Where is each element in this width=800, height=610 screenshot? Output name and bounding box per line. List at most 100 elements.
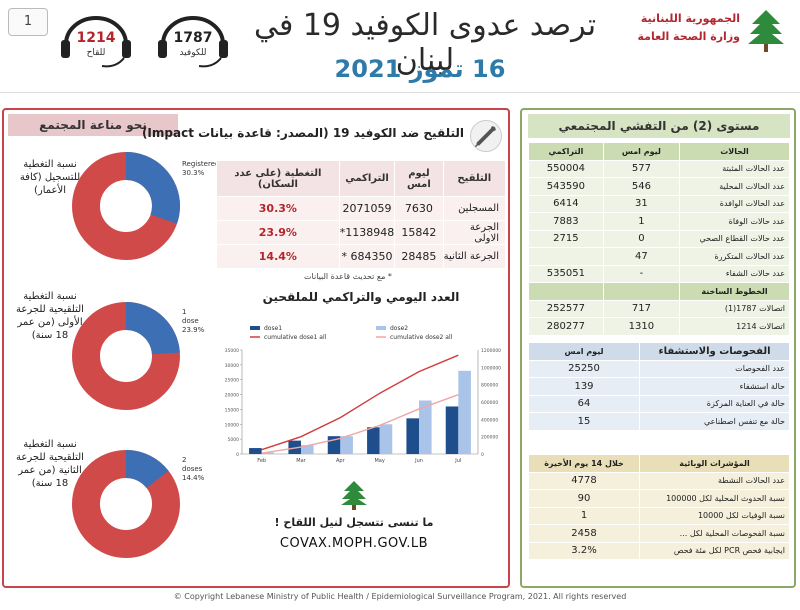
yesterday-value: 577 [602,159,681,178]
y-tick-label-left: 20000 [225,393,239,399]
ministry-line-2: وزارة الصحة العامة [637,30,741,43]
ministry-line-1: الجمهورية اللبنانية [640,12,740,25]
vaccine-hotline: 1214 للقاح [58,10,134,70]
donut-pct: Registered 30.3% [182,160,219,178]
y-tick-label-left: 35000 [225,348,239,354]
table-row: المسجلين 7630 2071059 30.3% [216,196,507,221]
y-tick-label-right: 800000 [481,383,498,389]
row-label: عدد حالات الشفاء [679,264,790,283]
donut-label: نسبة التغطية للتسجيل (كافة الأعمار) [19,159,81,196]
daily-chart-title: العدد اليومي والتراكمي للملقحين [262,290,460,304]
column-header: التلقيح [442,160,507,197]
syringe-icon [470,120,502,152]
yesterday-value: 7630 [394,196,444,221]
yesterday-value: 47 [602,247,681,266]
vaccination-title-row: التلقيح ضد الكوفيد 19 (المصدر: قاعدة بيا… [142,120,504,154]
table-row: عدد الحالات النشطة 4778 [528,471,790,490]
table-row: حالة مع تنفس اصطناعي 15 [528,412,790,431]
row-label: عدد حالات القطاع الصحي [679,229,790,248]
donut-pct-value: 23.9% [182,326,205,334]
table-row: اتصالات 1214 1310 280277 [528,317,790,336]
table-row: نسبة الوفيات لكل 10000 1 [528,506,790,525]
headset-icon [158,16,228,68]
y-tick-label-left: 10000 [225,422,239,428]
donut-filled [72,450,180,558]
y-tick-label-right: 400000 [481,417,498,423]
row-label: عدد الحالات المحلية [679,177,790,196]
y-tick-label-left: 30000 [225,363,239,369]
donut-first-dose: نسبة التغطية التلقيحية للجرعة الأولى (من… [12,291,204,416]
covax-message: ما تنسى تتسجل لنيل اللقاح ! [274,516,434,529]
y-tick-label-right: 600000 [481,400,498,406]
table-row: عدد حالات الوفاة 1 7883 [528,212,790,231]
y-tick-label-left: 0 [236,452,239,458]
legend-label: dose2 [390,325,408,332]
row-label: اتصالات 1787(1) [679,299,790,318]
cumulative-value: 7883 [528,212,604,231]
yesterday-value: 546 [602,177,681,196]
section-header: المؤشرات الوبائية [639,454,790,473]
covax-link[interactable]: COVAX.MOPH.GOV.LB [279,536,429,551]
row-label: حالة استشفاء [639,377,790,396]
bar-dose1 [249,448,262,454]
bar-dose2 [419,400,432,454]
bar-dose2 [261,452,275,454]
y-tick-label-left: 25000 [225,378,239,384]
vaccination-title: التلقيح ضد الكوفيد 19 (المصدر: قاعدة بيا… [141,126,464,140]
value: 1 [528,506,640,525]
legend-label: cumulative dose2 all [390,334,453,341]
x-tick-label: Jun [414,458,423,464]
donut-registered: نسبة التغطية للتسجيل (كافة الأعمار) Regi… [12,146,219,266]
table-row: عدد حالات الشفاء - 535051 [528,264,790,283]
yesterday-value: 1310 [602,317,681,336]
tests-table: الفحوصات والاستشفاء ليوم امس عدد الفحوصا… [528,342,790,431]
covax-registration: ما تنسى تتسجل لنيل اللقاح ! COVAX.MOPH.G… [254,480,454,578]
row-label: اتصالات 1214 [679,317,790,336]
coverage-value: 23.9% [216,220,340,245]
coverage-value: 30.3% [216,196,340,221]
table-header-row: الخطوط الساخنة [528,282,790,301]
yesterday-value: 15842 [394,220,444,245]
donut-pct: 2 doses 14.4% [182,456,204,483]
table-header-row: المؤشرات الوبائية خلال 14 يوم الأخيرة [528,454,790,473]
table-row: نسبة الفحوصات المحلية لكل ... 2458 [528,524,790,543]
row-label: عدد حالات الوفاة [679,212,790,231]
donut-pct-label: 1 dose [182,308,199,325]
column-header: ليوم امس [528,342,640,361]
donut-label: نسبة التغطية التلقيحية للجرعة الأولى (من… [16,291,84,341]
row-label: حالة في العناية المركزة [639,394,790,413]
bar-dose2 [301,445,314,454]
bar-dose1 [288,440,301,454]
table-row: عدد الحالات المثبتة 577 550004 [528,159,790,178]
row-label: الجرعة الاولى [442,220,507,245]
donut-second-dose: نسبة التغطية التلقيحية للجرعة الثانية (م… [12,439,204,564]
row-label: عدد الحالات المثبتة [679,159,790,178]
donut-pct: 1 dose 23.9% [182,308,204,335]
headset-icon [61,16,131,68]
cumulative-value: 252577 [528,299,604,318]
ministry-logo: الجمهورية اللبنانية وزارة الصحة العامة [637,6,790,56]
y-tick-label-right: 200000 [481,435,498,441]
section-header: الخطوط الساخنة [679,282,790,301]
report-date: 16 تموز 2021 [334,55,506,83]
donut-chart [72,152,180,260]
value: 25250 [528,359,640,378]
row-label: نسبة الوفيات لكل 10000 [639,506,790,525]
bar-dose1 [445,406,459,454]
row-label: عدد الحالات النشطة [639,471,790,490]
empty-header [602,282,681,301]
coverage-value: 14.4% [216,244,340,269]
daily-vaccination-chart: dose1 dose2 cumulative dose1 all cumulative… [225,325,502,464]
table-header-row: التلقيح ليوم امس التراكمي التغطية (على ع… [216,160,507,197]
x-tick-label: Feb [257,458,266,464]
table-header-row: الحالات ليوم امس التراكمي [528,142,790,161]
cases-table: الحالات ليوم امس التراكمي عدد الحالات ال… [528,142,790,336]
row-label: الجرعة الثانية [442,244,507,269]
covid-hotline-number: 1787 [173,30,213,46]
row-label: نسبة الحدوث المحلية لكل 100000 [639,489,790,508]
table-header-row: الفحوصات والاستشفاء ليوم امس [528,342,790,361]
column-header: خلال 14 يوم الأخيرة [528,454,640,473]
table-row: الجرعة الاولى 15842 1138948* 23.9% [216,220,507,245]
covid-hotline-label: للكوفيد [179,48,207,58]
bar-dose1 [367,427,380,454]
